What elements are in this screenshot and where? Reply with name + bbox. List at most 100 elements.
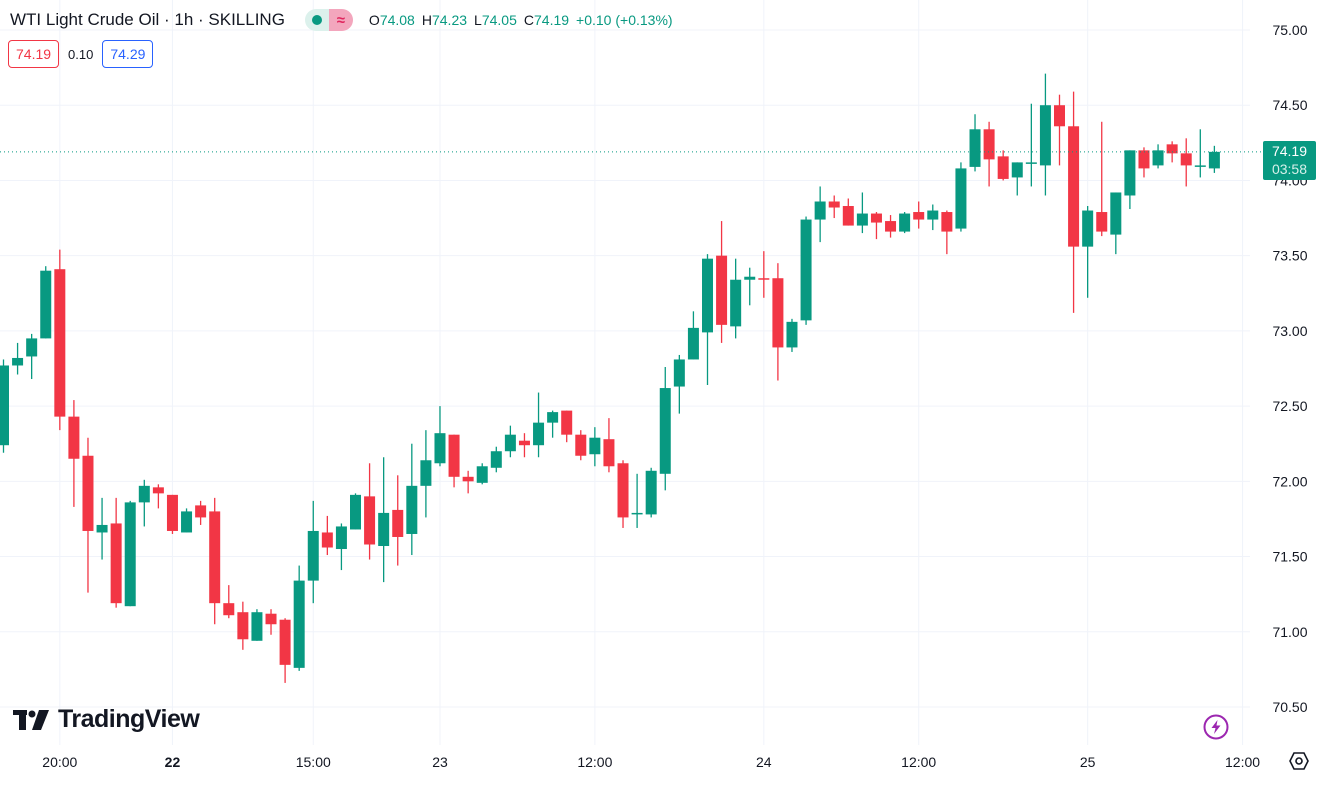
candle-body	[420, 460, 432, 486]
candle-body	[124, 502, 136, 607]
candle-down	[603, 418, 615, 473]
candle-body	[181, 511, 193, 533]
candle-up	[645, 467, 657, 518]
time-tick-label: 12:00	[901, 754, 936, 770]
candle-down	[913, 201, 925, 229]
candle-body	[350, 494, 361, 530]
candle-body	[547, 412, 559, 423]
candle-body	[702, 258, 713, 333]
high-label: H	[421, 12, 432, 28]
candle-body	[814, 201, 826, 220]
candle-body	[941, 212, 953, 232]
candle-body	[1152, 150, 1164, 166]
candle-up	[1110, 192, 1122, 255]
candle-body	[645, 470, 657, 515]
candle-up	[434, 406, 446, 467]
candle-body	[82, 455, 94, 531]
candle-body	[575, 434, 587, 456]
candle-body	[265, 613, 277, 625]
candle-up	[490, 446, 502, 473]
candle-body	[730, 279, 742, 327]
candle-body	[26, 338, 38, 357]
candle-up	[631, 473, 643, 528]
candle-down	[279, 618, 291, 683]
candle-up	[969, 114, 981, 172]
time-tick-label: 12:00	[577, 754, 612, 770]
buy-button[interactable]: 74.29	[102, 40, 154, 68]
symbol-title[interactable]: WTI Light Crude Oil · 1h · SKILLING	[10, 10, 285, 29]
time-tick-label: 23	[432, 754, 448, 770]
candle-body	[1011, 162, 1023, 178]
candle-body	[589, 437, 601, 455]
candle-up	[589, 427, 601, 467]
candle-body	[983, 129, 995, 160]
candle-body	[1054, 105, 1065, 127]
candle-body	[603, 439, 615, 467]
lightning-icon[interactable]	[1203, 714, 1229, 740]
candle-body	[533, 422, 545, 446]
time-axis[interactable]: 20:00 22 15:00 23 12:00 24 12:00 25 12:00	[42, 754, 1260, 770]
candle-body	[335, 526, 347, 550]
candle-body	[476, 466, 488, 483]
low-label: L	[474, 12, 482, 28]
candle-body	[251, 612, 263, 641]
candle-body	[518, 440, 530, 446]
candle-body	[1208, 151, 1220, 169]
candle-body	[1180, 153, 1192, 166]
candle-down	[885, 215, 897, 238]
grid-lines	[0, 0, 1250, 745]
candle-up	[1025, 103, 1037, 187]
candle-body	[997, 156, 1009, 179]
settings-gear-icon[interactable]	[1289, 751, 1309, 771]
price-tick-label: 73.00	[1272, 323, 1307, 339]
candle-body	[673, 359, 685, 387]
candles	[0, 73, 1220, 683]
candle-body	[1068, 126, 1080, 247]
candle-down	[772, 263, 784, 381]
candle-body	[392, 509, 404, 537]
candle-down	[1138, 147, 1150, 178]
candle-body	[293, 580, 305, 668]
candle-up	[1152, 144, 1164, 169]
candle-body	[870, 213, 882, 223]
tradingview-logo[interactable]: TradingView	[13, 705, 200, 734]
candle-up	[533, 392, 545, 458]
candle-body	[1194, 165, 1206, 167]
candle-down	[758, 251, 770, 298]
low-value: 74.05	[481, 12, 517, 28]
candle-body	[885, 221, 897, 232]
candle-up	[96, 497, 108, 560]
candle-body	[744, 276, 756, 280]
candle-up	[955, 162, 967, 232]
candle-up	[335, 523, 347, 571]
sell-button[interactable]: 74.19	[8, 40, 60, 68]
candle-up	[730, 258, 742, 339]
bar-countdown: 03:58	[1271, 161, 1308, 177]
status-pill[interactable]: ≈	[304, 9, 353, 31]
candle-down	[152, 484, 164, 509]
candle-up	[40, 266, 52, 339]
market-open-dot-icon	[304, 9, 329, 31]
candle-up	[687, 311, 699, 360]
candle-up	[251, 609, 263, 641]
price-axis[interactable]: 75.0074.5074.0073.5073.0072.5072.0071.50…	[1272, 22, 1307, 715]
candle-body	[223, 603, 235, 616]
candle-body	[12, 357, 24, 366]
candle-down	[997, 150, 1009, 181]
candle-up	[744, 267, 756, 306]
candle-up	[1208, 145, 1220, 173]
candle-body	[856, 213, 868, 226]
candle-body	[1110, 192, 1122, 235]
candle-up	[673, 354, 685, 414]
candle-down	[716, 221, 728, 343]
candle-body	[0, 365, 9, 446]
time-tick-label: 22	[165, 754, 181, 770]
candle-up	[659, 366, 671, 491]
time-tick-label: 20:00	[42, 754, 77, 770]
candle-down	[82, 437, 94, 593]
time-tick-label: 15:00	[296, 754, 331, 770]
candle-down	[561, 410, 573, 443]
candle-down	[110, 497, 122, 608]
price-tick-label: 73.50	[1272, 248, 1307, 264]
